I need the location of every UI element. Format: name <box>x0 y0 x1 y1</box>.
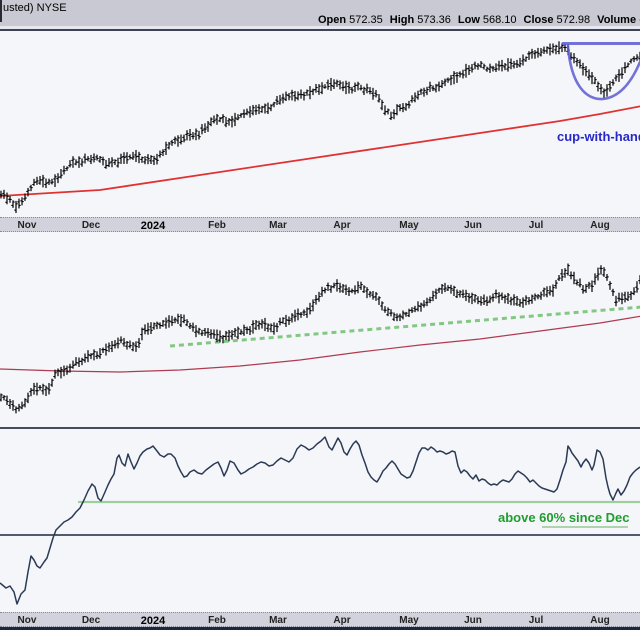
open-value: 572.35 <box>349 14 383 26</box>
price-chart-svg <box>0 41 640 213</box>
high-value: 573.36 <box>417 14 451 26</box>
cup-curve-annotation <box>566 44 640 101</box>
relative-strength-chart-svg <box>0 263 640 414</box>
axis-month-label: Apr <box>333 615 351 626</box>
ma-crimson-line <box>0 315 640 373</box>
close-value: 572.98 <box>556 14 591 26</box>
axis-month-label: Aug <box>590 220 610 231</box>
volume-label: Volume <box>597 14 637 26</box>
header-gap-strip <box>0 26 640 29</box>
axis-month-label: Feb <box>208 615 226 626</box>
axis-month-label: Jul <box>528 220 544 231</box>
axis-month-label: May <box>399 615 419 626</box>
axis-month-label: Jun <box>464 220 482 231</box>
axis-month-label: Mar <box>269 615 287 626</box>
ohlc-quote-row: Open 572.35 High 573.36 Low 568.10 Close 572.98… <box>318 14 640 26</box>
axis-month-label: Jul <box>528 615 544 626</box>
close-label: Close <box>523 14 554 26</box>
date-axis-upper: Nov Dec 2024 Feb Mar Apr May Jun Jul Aug <box>0 217 640 232</box>
chart-bottom-border <box>0 627 640 630</box>
low-label: Low <box>457 14 480 26</box>
axis-month-label: Jun <box>464 615 482 626</box>
low-value: 568.10 <box>482 14 517 26</box>
axis-month-label: Dec <box>81 615 101 626</box>
panel-divider-line <box>0 427 640 429</box>
ma200-red-line <box>0 105 640 197</box>
axis-month-label: 2024 <box>140 615 166 627</box>
left-crop-edge <box>0 0 2 22</box>
axis-month-label: May <box>399 220 419 231</box>
axis-month-label: Nov <box>17 615 37 626</box>
ohlc-bars <box>0 41 640 213</box>
breadth-indicator-line <box>0 436 640 605</box>
symbol-title: usted) NYSE <box>3 2 67 14</box>
cup-with-handle-annotation-label: cup-with-handle <box>557 129 640 144</box>
axis-month-label: Feb <box>208 220 226 231</box>
high-label: High <box>389 14 415 26</box>
axis-month-label: Aug <box>590 615 610 626</box>
axis-month-label: Dec <box>81 220 101 231</box>
axis-month-label: Mar <box>269 220 287 231</box>
ohlc-bars <box>0 263 640 414</box>
breadth-chart-svg <box>0 436 640 605</box>
open-label: Open <box>318 14 347 26</box>
axis-month-label: 2024 <box>140 220 166 232</box>
axis-month-label: Apr <box>333 220 351 231</box>
green-dotted-trendline <box>169 305 640 348</box>
header-divider-line <box>0 29 640 31</box>
axis-month-label: Nov <box>17 220 37 231</box>
breadth-annotation-underline <box>542 526 628 528</box>
date-axis-lower: Nov Dec 2024 Feb Mar Apr May Jun Jul Aug <box>0 612 640 627</box>
chart-header: usted) NYSE Open 572.35 High 573.36 Low 568.1… <box>0 0 640 26</box>
breadth-annotation-label: above 60% since Dec <box>498 510 630 525</box>
